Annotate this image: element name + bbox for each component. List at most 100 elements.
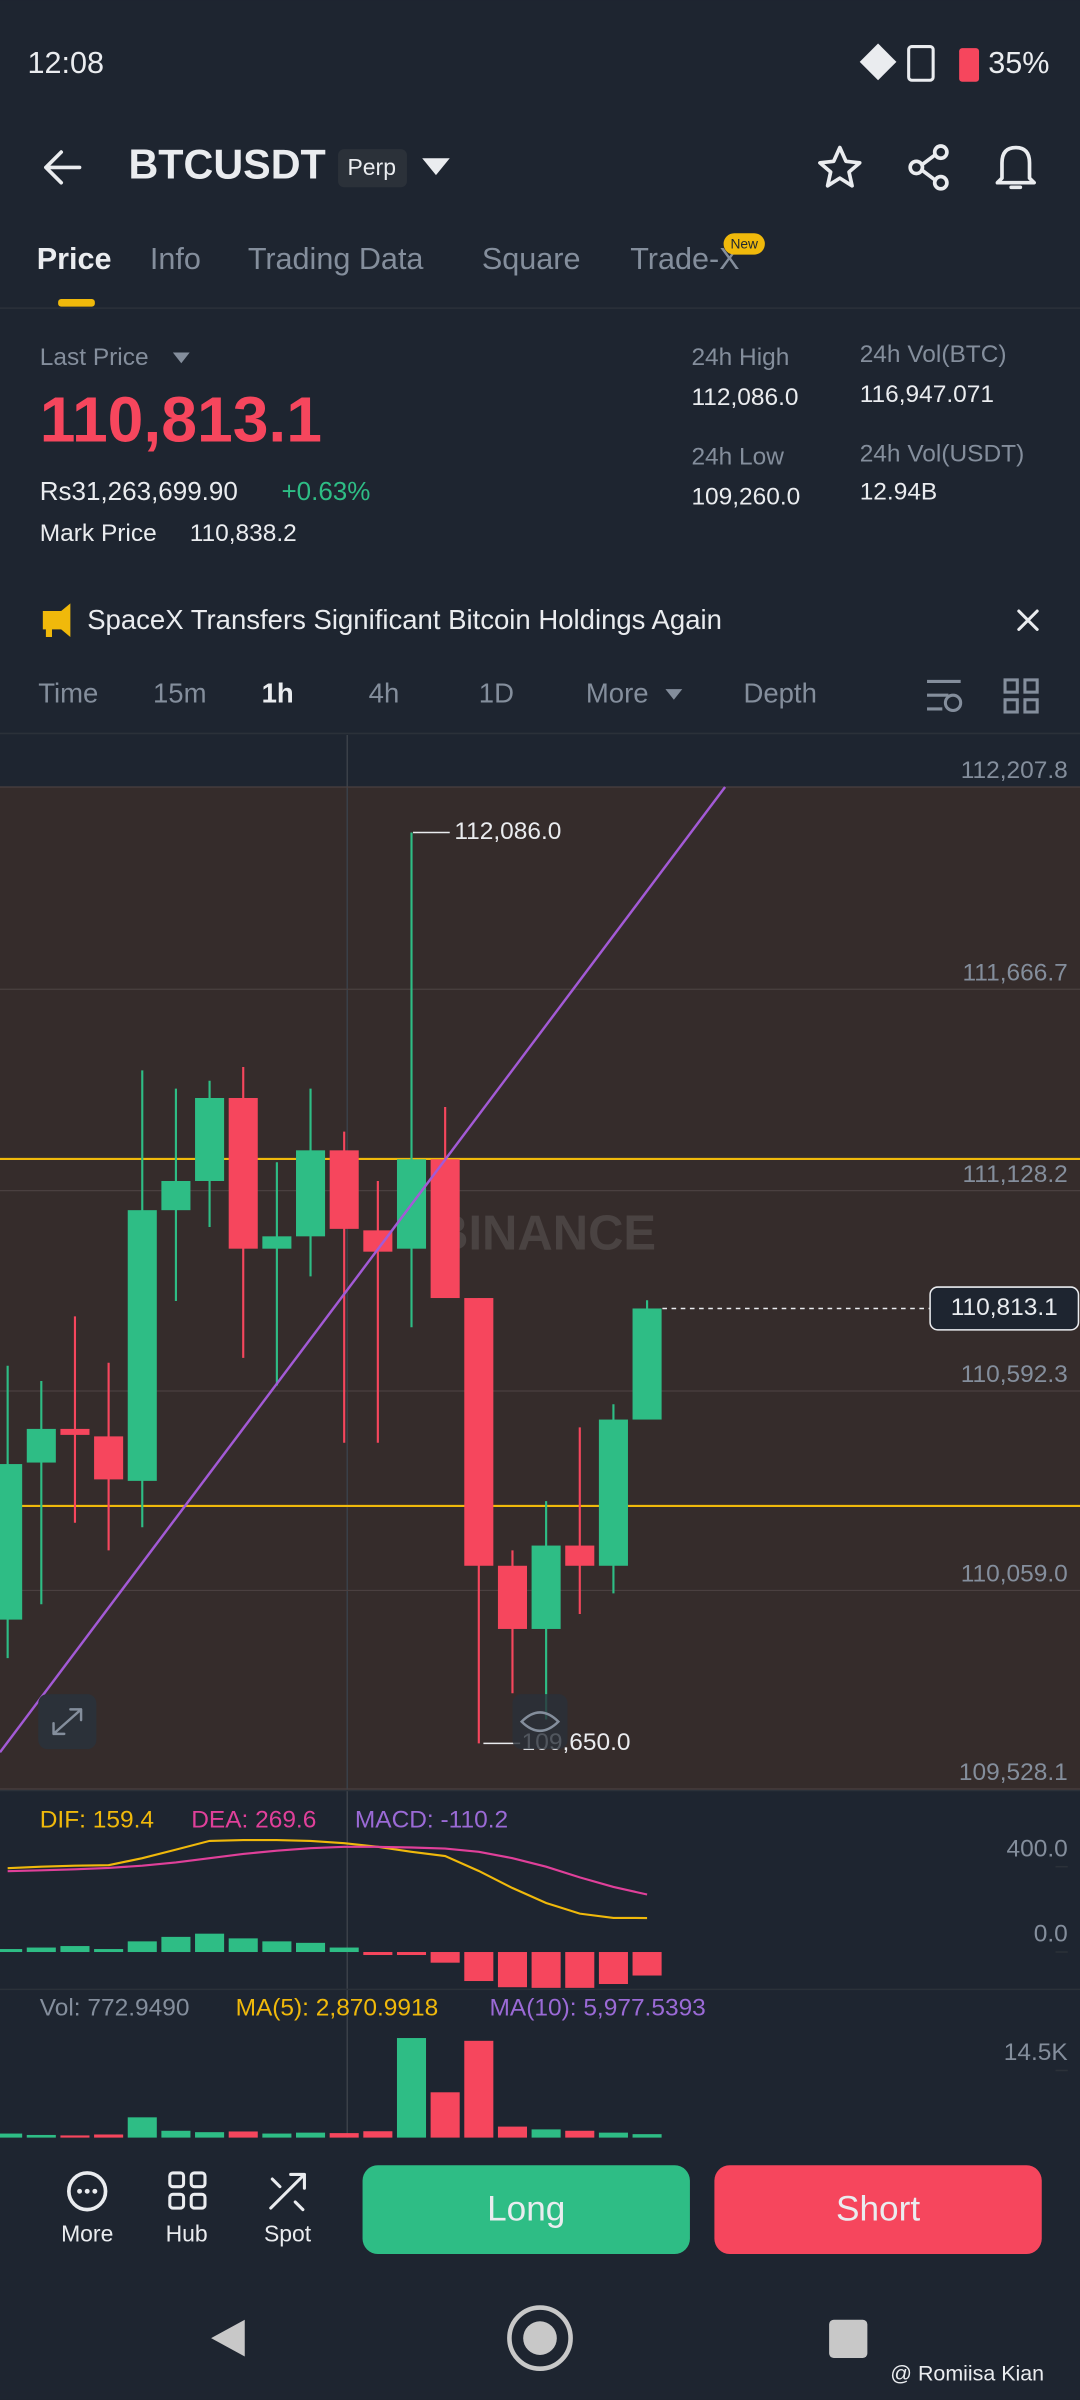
- legend-label: DEA: 269.6: [191, 1807, 316, 1834]
- volume-bar: [127, 2117, 157, 2138]
- candle-body: [195, 1097, 225, 1182]
- macd-bar: [262, 1941, 292, 1953]
- news-icon: [42, 603, 71, 638]
- new-badge: New: [730, 236, 758, 251]
- interval[interactable]: Time: [38, 677, 98, 708]
- tab[interactable]: Price: [37, 242, 112, 276]
- macd-bar: [26, 1947, 56, 1953]
- volume-bar: [228, 2131, 258, 2138]
- candle-body: [26, 1428, 56, 1463]
- candle-body: [430, 1159, 460, 1299]
- interval[interactable]: Depth: [743, 677, 816, 708]
- volume-bar: [632, 2134, 662, 2138]
- macd-bar: [497, 1952, 527, 1988]
- macd-bar: [464, 1952, 494, 1982]
- contract-badge: Perp: [348, 154, 396, 180]
- volume-bar: [0, 2133, 23, 2138]
- stat-label: 24h Vol(BTC): [860, 341, 1007, 368]
- layout-button[interactable]: [1003, 678, 1039, 714]
- last-price: 110,813.1: [40, 383, 322, 455]
- badge-bg: [338, 149, 407, 188]
- volume-bar: [363, 2131, 393, 2138]
- spot-icon: [269, 2172, 306, 2212]
- macd-bar: [565, 1952, 595, 1988]
- interval[interactable]: 15m: [153, 677, 207, 708]
- more-icon: [67, 2171, 108, 2212]
- short-label[interactable]: Short: [836, 2189, 920, 2228]
- share-button[interactable]: [908, 144, 949, 191]
- candle-body: [228, 1097, 258, 1249]
- battery-icon: [959, 48, 980, 82]
- sim-icon: [907, 45, 935, 82]
- stat-value: 12.94B: [860, 479, 938, 506]
- stat-value: 116,947.071: [860, 381, 994, 408]
- watermark: @ Romiisa Kian: [890, 2362, 1044, 2386]
- tab[interactable]: Trading Data: [248, 242, 424, 276]
- action-label[interactable]: Hub: [166, 2221, 208, 2247]
- action-label[interactable]: More: [61, 2221, 113, 2247]
- macd-bar: [127, 1941, 157, 1953]
- macd-line: [7, 1845, 648, 1896]
- macd-line: [7, 1838, 648, 1920]
- nav-home-dot: [523, 2321, 557, 2355]
- price-dropdown[interactable]: [172, 352, 190, 364]
- candle-body: [464, 1298, 494, 1566]
- interval[interactable]: More: [586, 677, 649, 708]
- nav-home[interactable]: [507, 2305, 573, 2372]
- alert-button[interactable]: [995, 145, 1036, 190]
- nav-back[interactable]: [211, 2319, 245, 2357]
- macd-bar: [60, 1946, 90, 1953]
- last-price-label[interactable]: Last Price: [40, 344, 149, 371]
- price-change: +0.63%: [281, 476, 370, 506]
- tab[interactable]: Square: [482, 242, 581, 276]
- high-label: 112,086.0: [454, 818, 561, 845]
- volume-bar: [396, 2038, 427, 2138]
- macd-bar: [0, 1949, 23, 1953]
- y-tick-label: 111,666.7: [963, 959, 1068, 986]
- visibility-button[interactable]: [512, 1694, 568, 1750]
- volume-bar: [531, 2129, 561, 2138]
- nav-recents[interactable]: [829, 2319, 868, 2359]
- macd-bar: [430, 1952, 460, 1963]
- macd-bar: [531, 1952, 561, 1988]
- macd-bar: [632, 1952, 662, 1976]
- y-tick-label: 400.0: [1007, 1835, 1068, 1862]
- long-label[interactable]: Long: [487, 2189, 565, 2228]
- macd-bar: [598, 1952, 628, 1985]
- interval-bar: Time 15m 1h 4h 1D More Depth: [38, 677, 817, 708]
- macd-bar: [94, 1949, 124, 1953]
- mark-price-label: Mark Price: [40, 520, 157, 547]
- symbol[interactable]: BTCUSDT: [128, 141, 325, 187]
- actions: More Hub Spot: [61, 2221, 312, 2247]
- interval[interactable]: 1h: [262, 677, 294, 708]
- volume-bar: [94, 2134, 124, 2138]
- interval[interactable]: 4h: [369, 677, 400, 708]
- action-label[interactable]: Spot: [264, 2221, 312, 2247]
- favorite-button[interactable]: [818, 145, 862, 188]
- tab[interactable]: Trade-X: [630, 242, 739, 276]
- news-headline[interactable]: SpaceX Transfers Significant Bitcoin Hol…: [87, 604, 722, 635]
- candle-body: [497, 1565, 527, 1629]
- long-button[interactable]: [362, 2165, 690, 2254]
- current-price-box: [929, 1286, 1080, 1331]
- volume-bar: [497, 2126, 527, 2138]
- back-button[interactable]: [44, 150, 82, 185]
- candle-body: [127, 1210, 157, 1481]
- short-button[interactable]: [714, 2165, 1042, 2254]
- legend-label: MA(5): 2,870.9918: [236, 1995, 439, 2022]
- fullscreen-icon: [52, 1708, 83, 1736]
- symbol-dropdown[interactable]: [422, 158, 450, 176]
- tab-indicator: [58, 298, 95, 307]
- volume-bar: [464, 2040, 494, 2138]
- close-news[interactable]: [1017, 609, 1039, 631]
- interval[interactable]: 1D: [479, 677, 514, 708]
- tab[interactable]: Info: [150, 242, 201, 276]
- current-price-label: 110,813.1: [951, 1294, 1058, 1321]
- indicator-settings[interactable]: [927, 679, 963, 713]
- volume-bar: [565, 2130, 595, 2138]
- more-dropdown[interactable]: [665, 689, 683, 700]
- clock: 12:08: [28, 46, 105, 80]
- y-tick-label: 110,059.0: [961, 1561, 1068, 1588]
